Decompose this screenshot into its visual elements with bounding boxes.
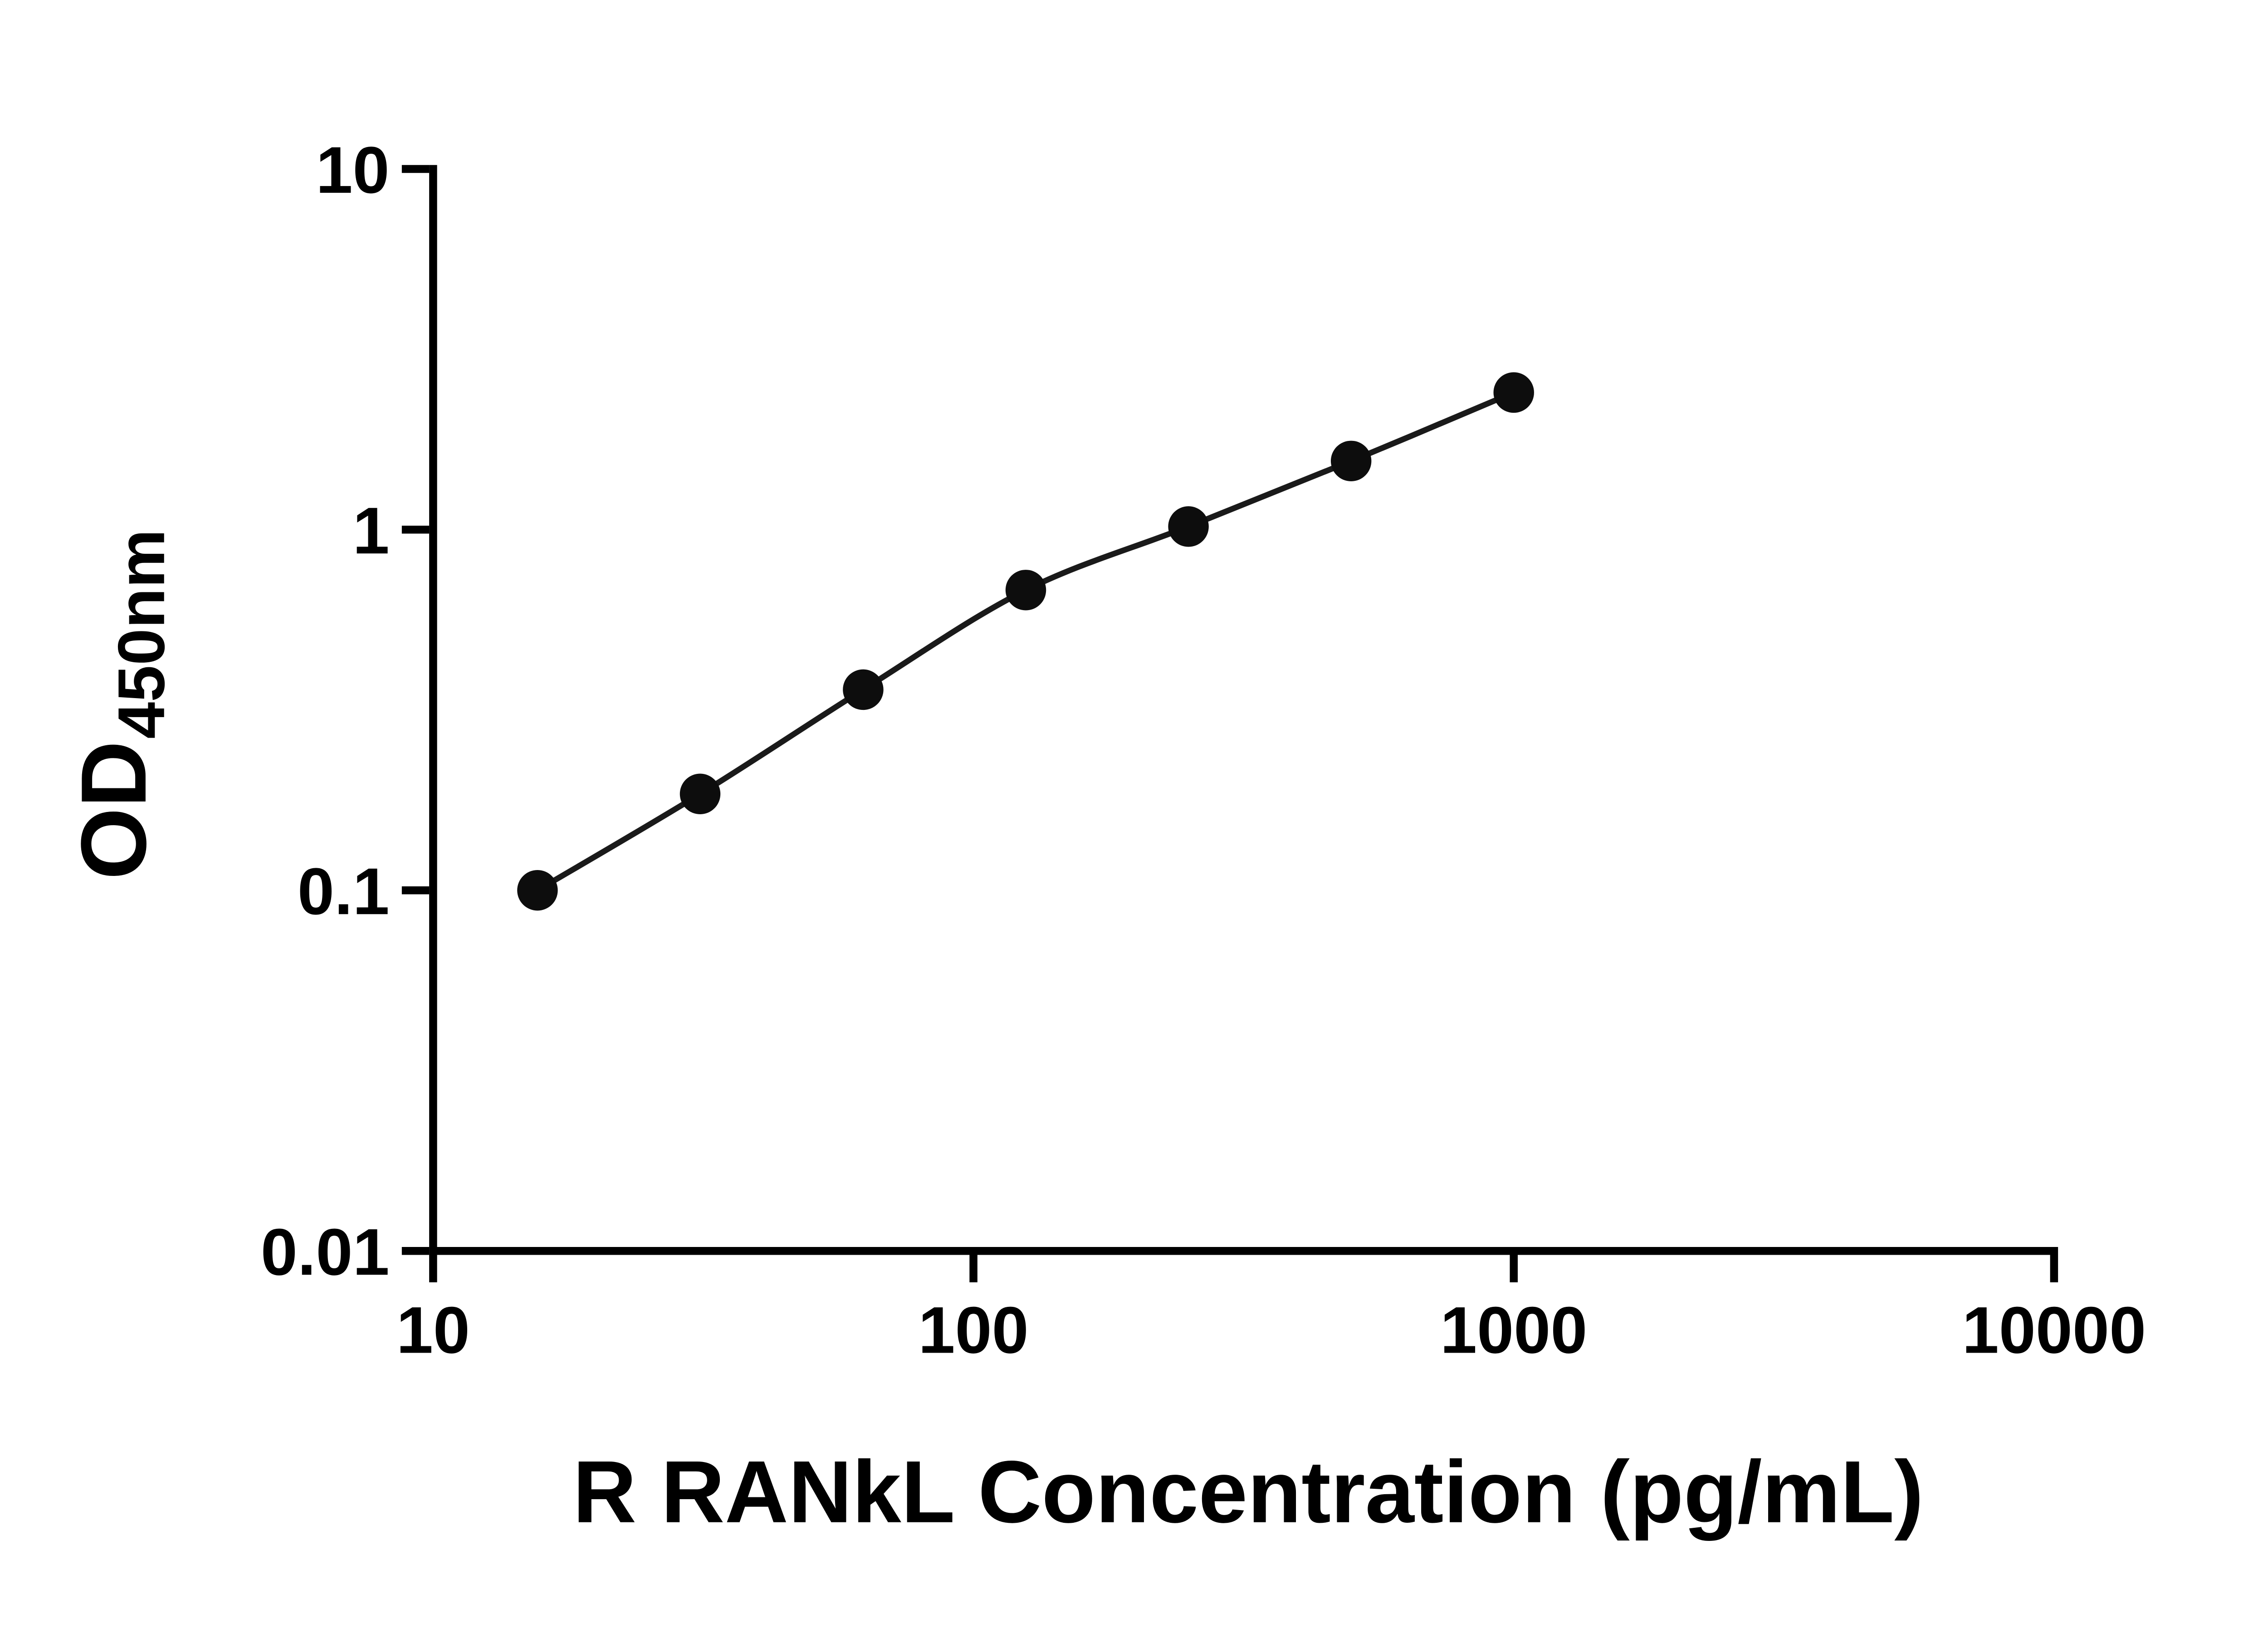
x-tick-label: 100 [918,1293,1028,1367]
data-point [1330,440,1372,482]
y-tick-label: 1 [352,494,389,567]
plot-area: 0.01 0.1 1 10 10 100 1000 10000 [261,133,2146,1367]
y-axis-title-main: OD [62,741,166,880]
data-point [1005,570,1046,611]
data-point [517,870,558,911]
x-tick-label: 1000 [1440,1293,1587,1367]
data-point [843,669,884,710]
y-tick-label: 10 [316,133,389,207]
x-tick-label: 10 [396,1293,470,1367]
y-tick-label: 0.01 [261,1215,390,1289]
x-axis-title: R RANkL Concentration (pg/mL) [573,1443,1924,1541]
x-tick-label: 10000 [1962,1293,2146,1367]
y-tick-label: 0.1 [298,854,390,928]
y-axis-title-subscript: 450nm [104,529,178,739]
data-point [679,773,721,815]
axes [429,165,2058,1255]
data-point [1493,372,1534,413]
data-point [1168,506,1209,547]
y-axis-title: OD 450nm [62,529,178,880]
